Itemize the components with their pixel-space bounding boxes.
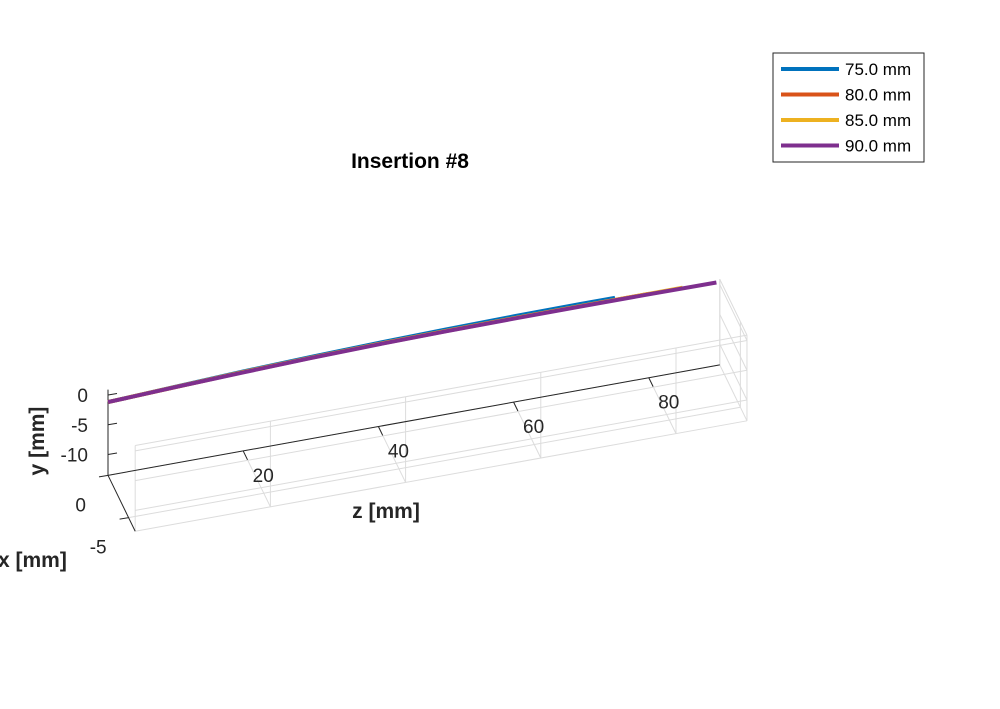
grid-lines [107,279,748,532]
grid-line-y-back [135,399,748,511]
x-axis-line [107,475,136,532]
x-tick-mark [119,517,129,520]
z-tick-label: 20 [253,466,274,487]
x-axis-label: x [mm] [0,549,67,572]
y-tick-label: 0 [77,386,88,407]
z-tick-label: 40 [388,442,409,463]
z-tick-mark [648,377,654,387]
legend: 75.0 mm 80.0 mm 85.0 mm 90.0 mm [772,52,925,163]
series-line-90-0-mm [107,280,717,405]
series-lines [107,280,717,405]
legend-label: 75.0 mm [845,60,911,79]
z-axis-line [107,364,720,476]
chart-title: Insertion #8 [351,150,469,173]
grid-line-y-end [719,284,748,341]
z-tick-mark [513,401,519,412]
box-edge [719,364,748,422]
legend-label: 85.0 mm [845,111,911,130]
legend-label: 80.0 mm [845,86,911,105]
box-edge [135,420,748,532]
z-tick-mark [377,426,384,436]
y-axis-label: y [mm] [26,407,49,476]
z-axis-label: z [mm] [352,500,420,523]
grid-line-y-back [135,369,748,482]
grid-line-y-end [719,343,748,401]
legend-label: 90.0 mm [845,137,911,156]
box-edge [719,279,748,336]
grid-line-y-back [135,339,748,452]
tick-labels: 20 40 60 80 0 -5 -10 0 -5 [61,386,680,559]
y-tick-label: -10 [61,446,88,467]
axes [98,364,720,532]
y-tick-mark [107,393,118,396]
grid-line-x-floor [128,406,741,519]
x-tick-label: -5 [90,538,107,559]
y-tick-label: -5 [71,416,88,437]
z-tick-label: 80 [658,393,679,414]
z-tick-mark [242,450,248,461]
box-edge [135,334,748,447]
y-tick-mark [107,452,118,455]
x-tick-label: 0 [75,495,86,516]
x-tick-mark [98,474,109,478]
grid-line-y-end [719,314,748,371]
y-tick-mark [107,422,118,426]
z-tick-label: 60 [523,417,544,438]
